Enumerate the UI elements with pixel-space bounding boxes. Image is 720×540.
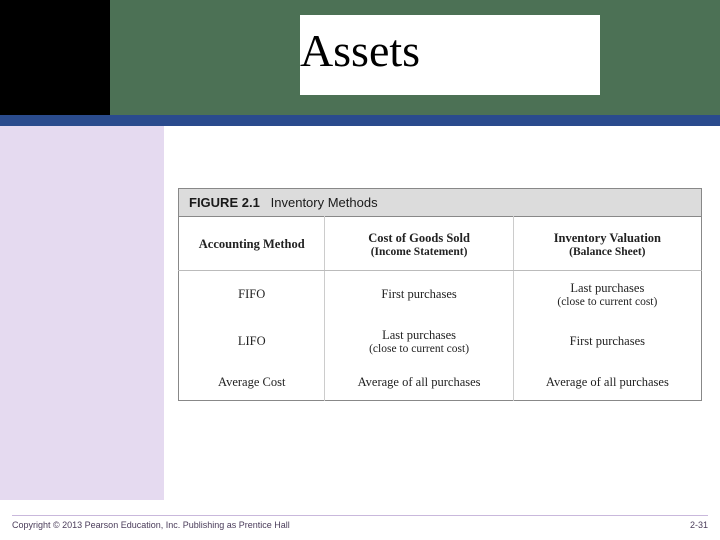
- table-row: Average Cost Average of all purchases Av…: [179, 365, 702, 401]
- table-row: LIFO Last purchases (close to current co…: [179, 318, 702, 365]
- cell-text: Average of all purchases: [358, 375, 481, 389]
- cell-text: Last purchases: [570, 281, 644, 295]
- th-label: Cost of Goods Sold: [368, 231, 470, 245]
- cell-text: First purchases: [570, 334, 645, 348]
- copyright-text: Copyright © 2013 Pearson Education, Inc.…: [12, 520, 290, 530]
- th-label: Inventory Valuation: [554, 231, 661, 245]
- cell-text: Average Cost: [218, 375, 285, 389]
- page-number: 2-31: [690, 520, 708, 530]
- sidebar-lavender: [0, 126, 164, 500]
- table-row: FIFO First purchases Last purchases (clo…: [179, 271, 702, 319]
- th-accounting-method: Accounting Method: [179, 217, 325, 271]
- cell-cogs: Average of all purchases: [325, 365, 513, 401]
- cell-subtext: (close to current cost): [331, 343, 506, 355]
- figure-number: FIGURE 2.1: [189, 195, 260, 210]
- cell-subtext: (close to current cost): [520, 296, 695, 308]
- th-inventory-valuation: Inventory Valuation (Balance Sheet): [513, 217, 701, 271]
- cell-text: LIFO: [238, 334, 266, 348]
- cell-cogs: Last purchases (close to current cost): [325, 318, 513, 365]
- th-label: Accounting Method: [199, 237, 305, 251]
- cell-text: FIFO: [238, 287, 265, 301]
- figure-inventory-methods: FIGURE 2.1 Inventory Methods Accounting …: [178, 188, 702, 401]
- th-cogs: Cost of Goods Sold (Income Statement): [325, 217, 513, 271]
- footer-divider: [12, 515, 708, 516]
- th-sublabel: (Balance Sheet): [520, 246, 695, 258]
- figure-caption: FIGURE 2.1 Inventory Methods: [178, 188, 702, 216]
- cell-method: LIFO: [179, 318, 325, 365]
- cell-inv: Last purchases (close to current cost): [513, 271, 701, 319]
- cell-inv: Average of all purchases: [513, 365, 701, 401]
- header-blue-stripe: [0, 115, 720, 126]
- cell-method: FIFO: [179, 271, 325, 319]
- cell-text: First purchases: [381, 287, 456, 301]
- cell-text: Average of all purchases: [546, 375, 669, 389]
- cell-text: Last purchases: [382, 328, 456, 342]
- th-sublabel: (Income Statement): [331, 246, 506, 258]
- slide-footer: Copyright © 2013 Pearson Education, Inc.…: [12, 515, 708, 530]
- table-header-row: Accounting Method Cost of Goods Sold (In…: [179, 217, 702, 271]
- figure-title: Inventory Methods: [271, 195, 378, 210]
- inventory-table: Accounting Method Cost of Goods Sold (In…: [178, 216, 702, 401]
- cell-cogs: First purchases: [325, 271, 513, 319]
- cell-method: Average Cost: [179, 365, 325, 401]
- cell-inv: First purchases: [513, 318, 701, 365]
- page-title: Assets: [300, 25, 420, 76]
